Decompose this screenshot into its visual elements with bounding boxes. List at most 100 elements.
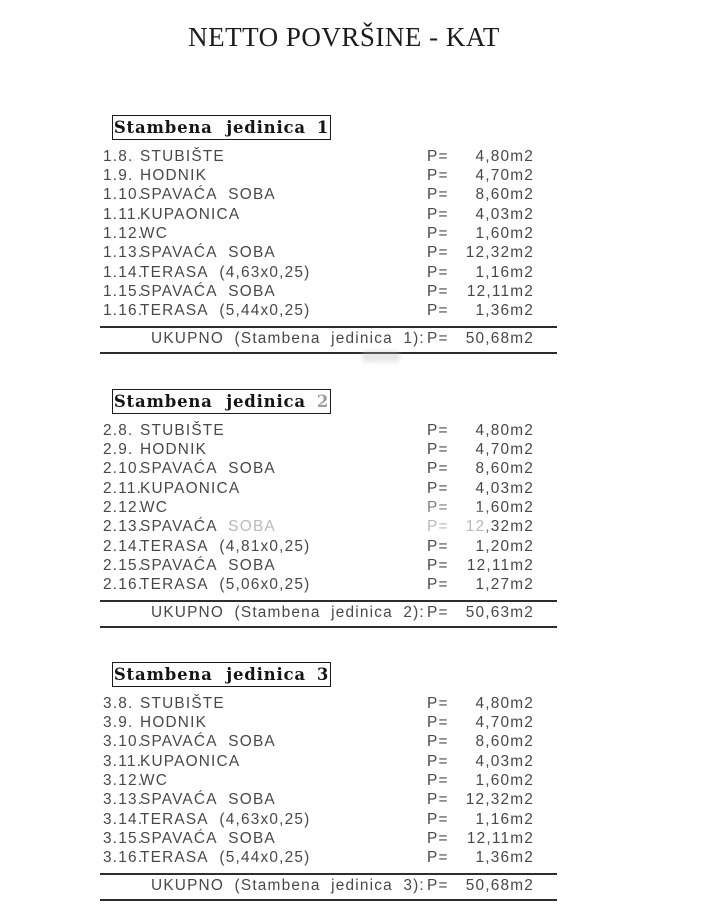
area-prefix: P= bbox=[427, 752, 449, 770]
room-name: SPAVAĆA SOBA bbox=[140, 282, 276, 300]
room-name: WC bbox=[140, 771, 169, 789]
area-value: 1,27m2 bbox=[475, 576, 534, 594]
unit-header-number: 3 bbox=[316, 665, 330, 684]
table-row: 2.15. SPAVAĆA SOBA P= 12,11m2 bbox=[103, 556, 557, 575]
area-value: 4,03m2 bbox=[475, 205, 534, 223]
room-name: TERASA (5,06x0,25) bbox=[140, 576, 311, 594]
area-prefix: P= bbox=[427, 810, 449, 828]
table-row: 3.13. SPAVAĆA SOBA P= 12,32m2 bbox=[103, 791, 557, 810]
area-prefix: P= bbox=[427, 877, 449, 894]
row-number: 1.16. bbox=[103, 302, 144, 320]
area-prefix: P= bbox=[427, 791, 449, 809]
total-row: UKUPNO (Stambena jedinica 2): P= 50,63m2 bbox=[103, 603, 534, 623]
row-number: 2.15. bbox=[103, 556, 144, 574]
area-prefix: P= bbox=[427, 166, 449, 184]
table-row: 2.13. SPAVAĆA SOBA P= 12,32m2 bbox=[103, 518, 557, 537]
area-prefix: P= bbox=[427, 604, 449, 621]
area-prefix: P= bbox=[427, 282, 449, 300]
room-name: SPAVAĆA SOBA bbox=[140, 791, 276, 809]
row-number: 1.8. bbox=[103, 147, 134, 165]
room-name: HODNIK bbox=[140, 166, 208, 184]
room-name: SPAVAĆA SOBA bbox=[140, 244, 276, 262]
table-row: 2.9. HODNIK P= 4,70m2 bbox=[103, 440, 557, 459]
area-prefix: P= bbox=[427, 733, 449, 751]
row-number: 3.14. bbox=[103, 810, 144, 828]
table-row: 3.16. TERASA (5,44x0,25) P= 1,36m2 bbox=[103, 849, 557, 868]
total-row: UKUPNO (Stambena jedinica 1): P= 50,68m2 bbox=[103, 329, 534, 349]
area-value: 4,03m2 bbox=[475, 752, 534, 770]
area-prefix: P= bbox=[427, 771, 449, 789]
table-row: 2.16. TERASA (5,06x0,25) P= 1,27m2 bbox=[103, 576, 557, 595]
row-number: 2.9. bbox=[103, 440, 134, 458]
room-name: STUBIŠTE bbox=[140, 147, 225, 165]
unit-header-label: Stambena jedinica bbox=[113, 665, 306, 684]
area-value: 1,36m2 bbox=[475, 302, 534, 320]
area-value: 12,11m2 bbox=[466, 829, 534, 847]
area-prefix: P= bbox=[427, 205, 449, 223]
page-title: NETTO POVRŠINE - KAT bbox=[188, 22, 500, 52]
room-rows: 1.8. STUBIŠTE P= 4,80m2 1.9. HODNIK P= 4… bbox=[103, 147, 557, 321]
area-value: 12,11m2 bbox=[466, 282, 534, 300]
area-value: 1,16m2 bbox=[475, 263, 534, 281]
area-prefix: P= bbox=[427, 829, 449, 847]
unit-header-label: Stambena jedinica bbox=[113, 392, 306, 411]
room-name: WC bbox=[140, 498, 169, 516]
total-label: UKUPNO (Stambena jedinica 3): bbox=[151, 877, 425, 894]
total-value: 50,68m2 bbox=[465, 877, 534, 894]
table-row: 3.11. KUPAONICA P= 4,03m2 bbox=[103, 752, 557, 771]
table-row: 1.12. WC P= 1,60m2 bbox=[103, 224, 557, 243]
area-value: 12,11m2 bbox=[466, 556, 534, 574]
table-row: 1.13. SPAVAĆA SOBA P= 12,32m2 bbox=[103, 244, 557, 263]
area-value: 1,60m2 bbox=[475, 498, 534, 516]
row-number: 1.15. bbox=[103, 282, 144, 300]
room-name: WC bbox=[140, 224, 169, 242]
room-rows: 2.8. STUBIŠTE P= 4,80m2 2.9. HODNIK P= 4… bbox=[103, 421, 557, 595]
area-value: 4,70m2 bbox=[475, 166, 534, 184]
area-prefix: P= bbox=[427, 694, 449, 712]
table-row: 1.10. SPAVAĆA SOBA P= 8,60m2 bbox=[103, 186, 557, 205]
total-value: 50,63m2 bbox=[465, 604, 534, 621]
area-value: 4,80m2 bbox=[475, 694, 534, 712]
area-prefix: P= bbox=[427, 537, 449, 555]
area-value: 12,32m2 bbox=[465, 244, 534, 262]
area-value: 4,03m2 bbox=[475, 479, 534, 497]
table-row: 1.16. TERASA (5,44x0,25) P= 1,36m2 bbox=[103, 302, 557, 321]
row-number: 1.9. bbox=[103, 166, 134, 184]
area-value: 4,80m2 bbox=[475, 147, 534, 165]
room-name: SPAVAĆA SOBA bbox=[140, 186, 276, 204]
area-value: 12,32m2 bbox=[465, 518, 534, 536]
total-divider-top bbox=[100, 326, 557, 328]
unit-header-label: Stambena jedinica bbox=[113, 118, 306, 137]
room-name: SPAVAĆA SOBA bbox=[140, 518, 276, 536]
table-row: 3.12. WC P= 1,60m2 bbox=[103, 771, 557, 790]
area-value: 1,16m2 bbox=[475, 810, 534, 828]
table-row: 3.9. HODNIK P= 4,70m2 bbox=[103, 713, 557, 732]
area-prefix: P= bbox=[427, 440, 449, 458]
room-name: STUBIŠTE bbox=[140, 694, 225, 712]
room-name: SPAVAĆA SOBA bbox=[140, 556, 276, 574]
area-prefix: P= bbox=[427, 263, 449, 281]
unit-header-box: Stambena jedinica 3 bbox=[112, 662, 331, 687]
table-row: 1.8. STUBIŠTE P= 4,80m2 bbox=[103, 147, 557, 166]
table-row: 1.15. SPAVAĆA SOBA P= 12,11m2 bbox=[103, 282, 557, 301]
row-number: 3.10. bbox=[103, 733, 144, 751]
room-name: TERASA (5,44x0,25) bbox=[140, 849, 311, 867]
room-rows: 3.8. STUBIŠTE P= 4,80m2 3.9. HODNIK P= 4… bbox=[103, 694, 557, 868]
area-prefix: P= bbox=[427, 460, 449, 478]
area-value: 1,60m2 bbox=[475, 771, 534, 789]
table-row: 2.12. WC P= 1,60m2 bbox=[103, 498, 557, 517]
unit-header-box: Stambena jedinica 1 bbox=[112, 115, 331, 140]
area-value: 4,70m2 bbox=[475, 440, 534, 458]
table-row: 2.14. TERASA (4,81x0,25) P= 1,20m2 bbox=[103, 537, 557, 556]
row-number: 2.11. bbox=[103, 479, 143, 497]
table-row: 3.8. STUBIŠTE P= 4,80m2 bbox=[103, 694, 557, 713]
row-number: 3.15. bbox=[103, 829, 144, 847]
area-prefix: P= bbox=[427, 849, 449, 867]
area-prefix: P= bbox=[427, 713, 449, 731]
row-number: 3.8. bbox=[103, 694, 134, 712]
area-prefix: P= bbox=[427, 302, 449, 320]
room-name: TERASA (4,63x0,25) bbox=[140, 810, 311, 828]
table-row: 2.8. STUBIŠTE P= 4,80m2 bbox=[103, 421, 557, 440]
row-number: 2.16. bbox=[103, 576, 144, 594]
